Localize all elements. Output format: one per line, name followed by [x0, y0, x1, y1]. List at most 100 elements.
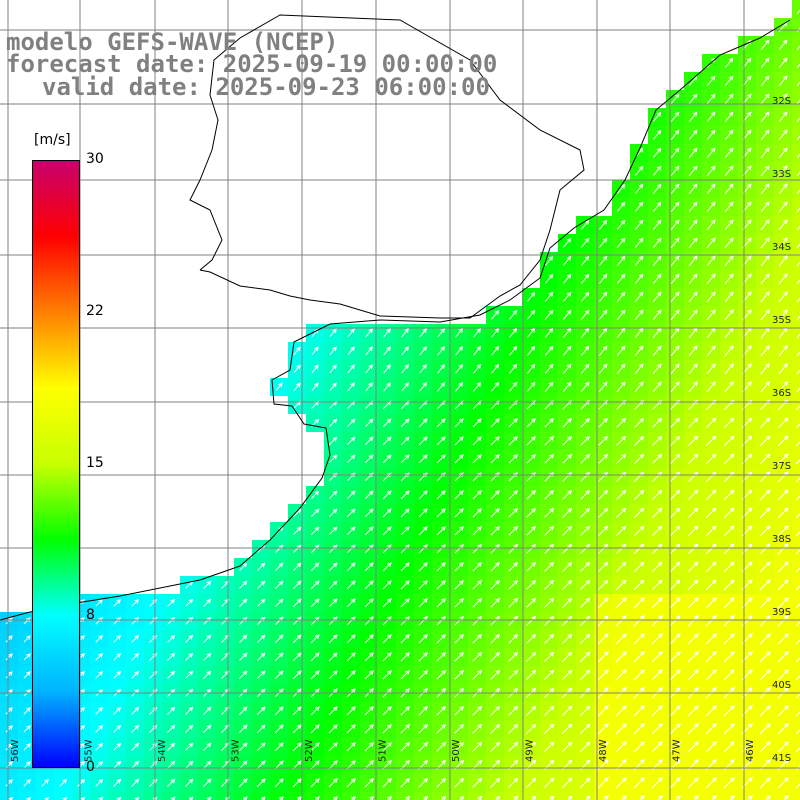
lon-label: 49W [525, 739, 536, 762]
wind-arrow [634, 543, 645, 554]
wind-arrow [44, 796, 50, 800]
wind-arrow [256, 742, 266, 752]
wind-arrow [778, 165, 788, 177]
wind-cell [108, 792, 126, 800]
wind-arrow [454, 436, 464, 446]
wind-arrow [777, 543, 789, 555]
wind-arrow [669, 723, 681, 735]
wind-arrow [436, 670, 446, 680]
wind-arrow [329, 454, 338, 463]
wind-arrow [634, 363, 644, 375]
wind-arrow [687, 525, 699, 537]
wind-arrow [561, 777, 573, 789]
wind-arrow [634, 291, 644, 302]
wind-arrow [382, 652, 392, 662]
wind-arrow [652, 219, 662, 230]
wind-arrow [116, 796, 122, 800]
wind-arrow [670, 345, 680, 357]
wind-arrow [585, 795, 591, 800]
wind-cell [720, 792, 738, 800]
wind-arrow [310, 742, 320, 752]
wind-arrow [310, 526, 320, 536]
wind-arrow [95, 635, 103, 643]
wind-arrow [346, 580, 356, 590]
wind-arrow [185, 670, 194, 679]
wind-arrow [436, 652, 446, 662]
wind-arrow [454, 508, 464, 518]
wind-arrow [544, 741, 555, 752]
wind-arrow [562, 543, 573, 554]
wind-arrow [562, 381, 572, 392]
wind-arrow [616, 543, 627, 554]
wind-arrow [796, 279, 800, 285]
wind-arrow [759, 669, 771, 681]
wind-arrow [778, 255, 788, 267]
wind-arrow [723, 777, 735, 789]
wind-arrow [783, 795, 789, 800]
wind-arrow [634, 255, 644, 266]
wind-arrow [346, 526, 356, 536]
wind-arrow [598, 435, 609, 446]
wind-arrow [670, 453, 681, 464]
wind-arrow [401, 382, 410, 392]
wind-arrow [616, 489, 627, 500]
wind-arrow [652, 489, 663, 500]
wind-arrow [23, 707, 31, 715]
wind-arrow [545, 309, 554, 320]
wind-arrow [545, 291, 554, 302]
wind-arrow [796, 135, 800, 141]
wind-cell [792, 18, 800, 36]
wind-arrow [544, 669, 555, 680]
wind-arrow [490, 580, 500, 590]
wind-arrow [347, 364, 355, 374]
colorbar-tick-8: 8 [86, 607, 95, 623]
wind-arrow [328, 598, 338, 608]
wind-arrow [95, 724, 104, 733]
wind-arrow [491, 327, 500, 338]
wind-arrow [5, 707, 13, 715]
wind-arrow [688, 93, 698, 104]
wind-arrow [562, 561, 573, 572]
wind-arrow [328, 580, 338, 590]
wind-arrow [706, 255, 716, 267]
wind-arrow [634, 525, 645, 536]
wind-arrow [400, 652, 410, 662]
wind-arrow [364, 436, 374, 446]
wind-arrow [675, 795, 681, 800]
wind-arrow [705, 615, 717, 627]
wind-arrow [490, 508, 500, 518]
wind-arrow [651, 633, 663, 645]
wind-arrow [454, 616, 464, 626]
wind-arrow [723, 435, 735, 447]
wind-arrow [184, 760, 194, 770]
wind-arrow [347, 328, 355, 338]
wind-arrow [257, 562, 266, 571]
wind-arrow [652, 201, 662, 212]
wind-arrow [759, 561, 771, 573]
wind-arrow [724, 75, 734, 86]
wind-arrow [275, 562, 284, 571]
wind-arrow [580, 489, 591, 500]
wind-arrow [436, 634, 446, 644]
wind-cell [450, 792, 468, 800]
wind-cell [306, 792, 324, 800]
wind-arrow [795, 603, 800, 609]
wind-arrow [580, 255, 590, 266]
wind-cell [792, 630, 800, 648]
wind-arrow [400, 526, 410, 536]
wind-arrow [777, 489, 789, 501]
wind-arrow [562, 309, 572, 320]
wind-arrow [778, 345, 788, 357]
wind-arrow [759, 417, 771, 429]
wind-arrow [616, 201, 626, 212]
longitude-labels: 56W 55W 54W 53W 52W 51W 50W 49W 48W 47W 46W [10, 739, 756, 762]
wind-arrow [705, 651, 717, 663]
wind-arrow [777, 597, 789, 609]
wind-arrow [256, 670, 266, 680]
wind-arrow [616, 381, 626, 393]
wind-arrow [603, 795, 609, 800]
wind-arrow [759, 453, 771, 465]
wind-arrow [167, 670, 176, 679]
lon-label: 47W [672, 739, 683, 762]
